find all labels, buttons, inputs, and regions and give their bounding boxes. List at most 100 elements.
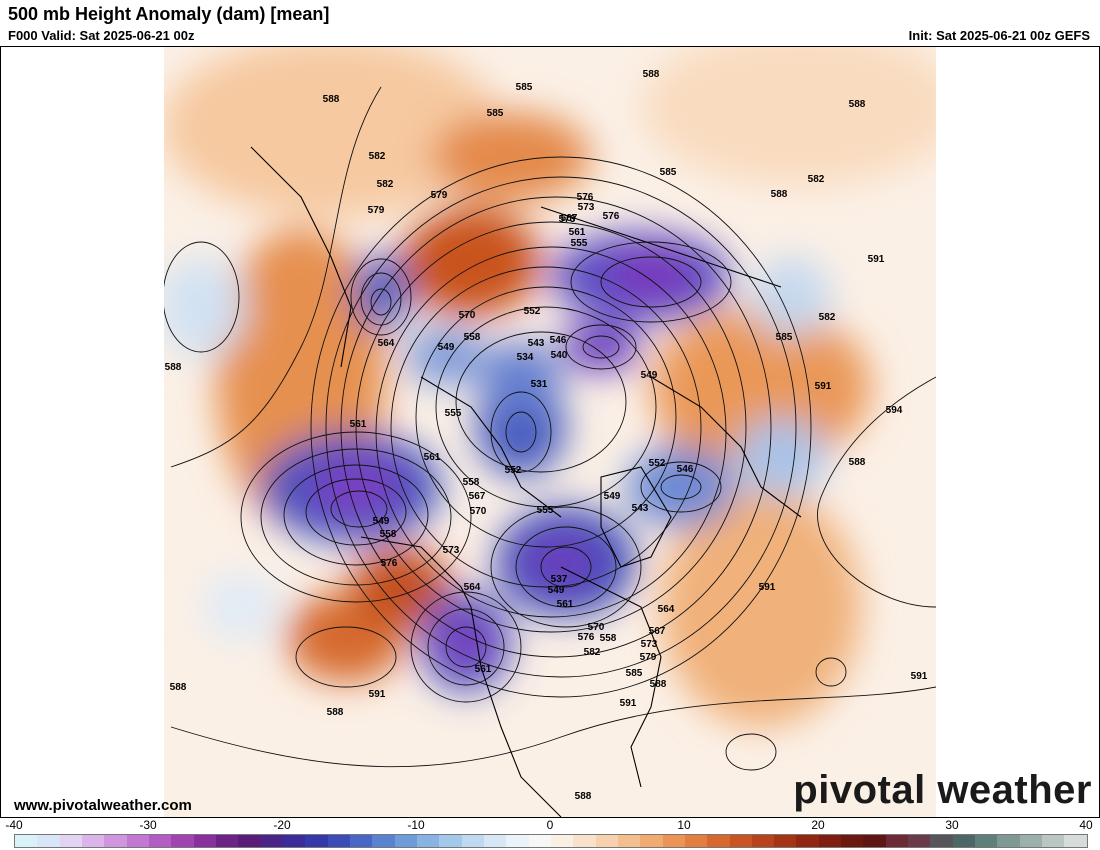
- contour-label: 570: [459, 310, 476, 321]
- colorbar-swatch: [729, 835, 752, 847]
- contour-label: 561: [350, 419, 367, 430]
- contour-label: 576: [381, 558, 398, 569]
- contour-label: 576: [578, 632, 595, 643]
- contour-label: 561: [569, 227, 586, 238]
- contour-label: 591: [759, 582, 776, 593]
- colorbar-tick-label: 40: [1079, 818, 1093, 832]
- contour-label: 555: [571, 238, 588, 249]
- contour-label: 588: [650, 679, 667, 690]
- colorbar-swatch: [550, 835, 574, 847]
- colorbar-swatch: [327, 835, 350, 847]
- contour-label: 588: [771, 189, 788, 200]
- colorbar-swatch: [15, 835, 38, 847]
- colorbar-swatch: [1019, 835, 1043, 847]
- contour-label: 588: [643, 69, 660, 80]
- contour-label: 558: [380, 529, 397, 540]
- colorbar-swatch: [573, 835, 596, 847]
- contour-label: 570: [470, 506, 487, 517]
- contour-label: 573: [578, 202, 595, 213]
- contour-label: 552: [505, 465, 522, 476]
- contour-label: 591: [369, 689, 386, 700]
- contour-label: 588: [165, 362, 182, 373]
- colorbar-swatch: [260, 835, 283, 847]
- contour-label: 543: [528, 338, 545, 349]
- contour-label: 561: [557, 599, 574, 610]
- colorbar-swatch: [349, 835, 373, 847]
- colorbar-swatch: [662, 835, 685, 847]
- contour-label: 579: [640, 652, 657, 663]
- arctic-low-center: [561, 322, 641, 372]
- colorbar-swatch: [640, 835, 663, 847]
- contour-label: 567: [469, 491, 486, 502]
- contour-label: 591: [911, 671, 928, 682]
- colorbar-swatch: [796, 835, 819, 847]
- contour-label: 546: [550, 335, 567, 346]
- contour-label: 540: [551, 350, 568, 361]
- website-label[interactable]: www.pivotalweather.com: [14, 797, 192, 814]
- colorbar-swatch: [461, 835, 484, 847]
- contour-label: 561: [424, 452, 441, 463]
- contour-label: 588: [170, 682, 187, 693]
- contour-label: 558: [600, 633, 617, 644]
- contour-label: 588: [323, 94, 340, 105]
- valid-time: F000 Valid: Sat 2025-06-21 00z: [8, 28, 195, 43]
- contour-label: 588: [849, 99, 866, 110]
- colorbar-tick-label: -20: [273, 818, 291, 832]
- height-contours: [164, 86, 936, 771]
- contour-label: 582: [584, 647, 601, 658]
- colorbar-swatch: [59, 835, 82, 847]
- colorbar-swatch: [126, 835, 149, 847]
- contour-label: 585: [516, 82, 533, 93]
- colorbar-swatch: [483, 835, 507, 847]
- contour-label: 591: [815, 381, 832, 392]
- colorbar-swatch: [617, 835, 641, 847]
- contour-label: 552: [649, 458, 666, 469]
- colorbar-swatch: [684, 835, 708, 847]
- contour-label: 567: [649, 626, 666, 637]
- contour-label: 573: [559, 214, 576, 225]
- contour-label: 582: [819, 312, 836, 323]
- contour-label: 585: [626, 668, 643, 679]
- colorbar-swatch: [238, 835, 261, 847]
- greenland-low: [626, 447, 736, 527]
- colorbar-swatch: [282, 835, 306, 847]
- colorbar-swatch: [863, 835, 886, 847]
- colorbar-swatch: [908, 835, 931, 847]
- colorbar-tick-label: -30: [139, 818, 157, 832]
- contour-label: 546: [677, 464, 694, 475]
- contour-label: 594: [886, 405, 903, 416]
- coastlines: [250, 146, 802, 817]
- colorbar-tick-label: -40: [5, 818, 23, 832]
- colorbar-swatch: [37, 835, 60, 847]
- colorbar-swatch: [1064, 835, 1087, 847]
- colorbar-swatch: [885, 835, 909, 847]
- contour-label: 531: [531, 379, 548, 390]
- colorbar-swatch: [372, 835, 395, 847]
- contour-label: 582: [808, 174, 825, 185]
- contour-label: 576: [577, 192, 594, 203]
- colorbar-swatch: [148, 835, 172, 847]
- contour-label: 591: [868, 254, 885, 265]
- colorbar-swatch: [439, 835, 462, 847]
- contour-label: 567: [561, 213, 578, 224]
- colorbar-ticks: -40 -30 -20 -10 0 10 20 30 40: [5, 818, 1092, 832]
- contour-label: 558: [463, 477, 480, 488]
- contour-label: 534: [517, 352, 534, 363]
- contour-label: 549: [548, 585, 565, 596]
- colorbar-swatch: [528, 835, 551, 847]
- aleutian-low: [353, 254, 409, 330]
- contour-label: 549: [641, 370, 658, 381]
- colorbar-swatch: [774, 835, 797, 847]
- contour-label: 570: [588, 622, 605, 633]
- colorbar-swatch: [751, 835, 775, 847]
- contour-label: 564: [378, 338, 395, 349]
- colorbar-tick-label: 30: [945, 818, 959, 832]
- colorbar-swatch: [930, 835, 953, 847]
- colorbar-swatch: [305, 835, 328, 847]
- brand-logo: pivotal weather: [793, 768, 1092, 812]
- contour-label: 588: [849, 457, 866, 468]
- contour-label: 585: [660, 167, 677, 178]
- colorbar-swatch: [997, 835, 1020, 847]
